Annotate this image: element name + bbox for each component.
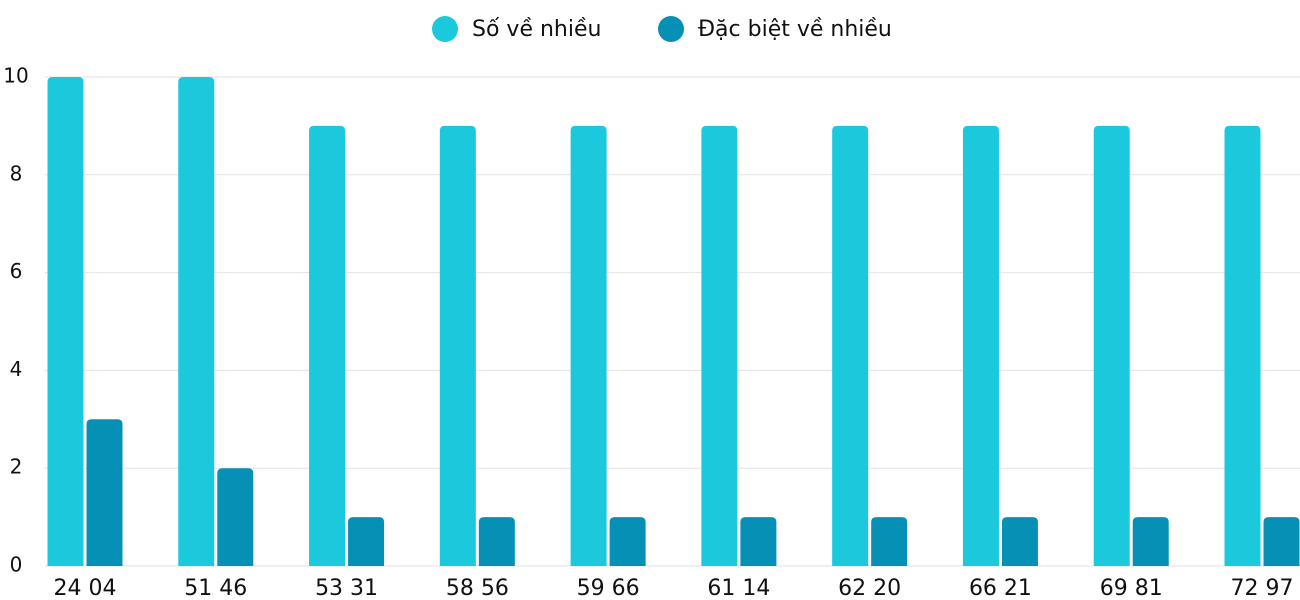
bar: [439, 125, 476, 567]
x-tick-label: 58 56: [446, 576, 509, 600]
bar: [570, 125, 607, 567]
y-tick-label: 6: [10, 259, 23, 283]
x-tick-label: 53 31: [315, 576, 378, 600]
bar: [47, 77, 84, 566]
x-tick-label: 69 81: [1100, 576, 1163, 600]
legend-marker: [432, 16, 458, 42]
bar: [740, 517, 777, 566]
bar: [309, 125, 346, 567]
bar: [871, 517, 908, 566]
legend-label: Đặc biệt về nhiều: [698, 17, 892, 42]
bar: [478, 517, 515, 566]
bar: [1224, 125, 1261, 567]
x-tick-label: 72 97: [1231, 576, 1294, 600]
legend-label: Số về nhiều: [472, 17, 601, 42]
bar: [217, 468, 254, 566]
bar: [832, 125, 869, 567]
legend-marker: [658, 16, 684, 42]
x-tick-label: 51 46: [184, 576, 247, 600]
bar: [1093, 125, 1130, 567]
bar: [1132, 517, 1169, 566]
bar: [348, 517, 385, 566]
y-tick-label: 0: [10, 553, 23, 577]
bar: [178, 77, 215, 566]
y-tick-label: 8: [10, 161, 23, 185]
bar: [962, 125, 999, 567]
bar: [609, 517, 646, 566]
y-tick-label: 4: [10, 357, 23, 381]
x-tick-label: 62 20: [838, 576, 901, 600]
bar: [701, 125, 738, 567]
x-tick-label: 66 21: [969, 576, 1032, 600]
x-tick-label: 61 14: [707, 576, 770, 600]
y-tick-label: 2: [10, 455, 23, 479]
y-tick-label: 10: [3, 64, 28, 88]
x-tick-label: 59 66: [577, 576, 640, 600]
x-tick-label: 24 04: [54, 576, 117, 600]
bar: [1001, 517, 1038, 566]
bar: [1263, 517, 1300, 566]
bar: [86, 419, 123, 566]
